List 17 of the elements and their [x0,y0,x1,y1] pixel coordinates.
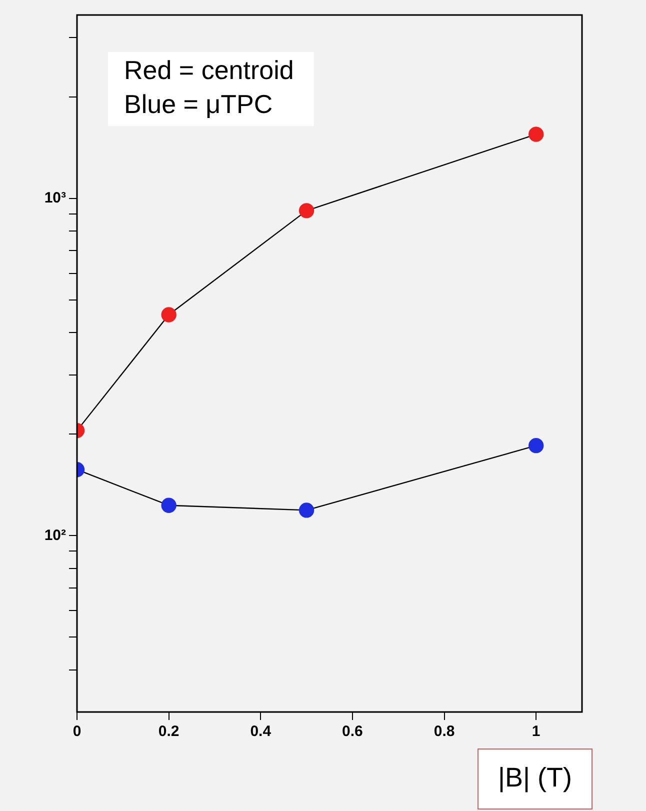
point [298,203,314,218]
point [528,126,544,142]
annotation: Blue = μTPC [124,89,273,120]
x-tick-label: 0.6 [342,723,363,740]
x-tick-label: 0.8 [434,723,455,740]
point [528,438,544,454]
point [161,307,176,322]
annotation: Red = centroid [124,55,294,86]
x-tick-label: 0 [72,723,82,740]
y-tick-label: 10² [44,526,66,544]
y-tick-label: 10³ [44,190,66,207]
point [161,498,176,513]
x-tick-label: 0.4 [250,723,272,740]
point [298,502,314,518]
x-tick-label: 1 [532,723,540,740]
x-axis-title: |B| (T) [498,762,572,792]
x-tick-label: 0.2 [158,723,180,740]
